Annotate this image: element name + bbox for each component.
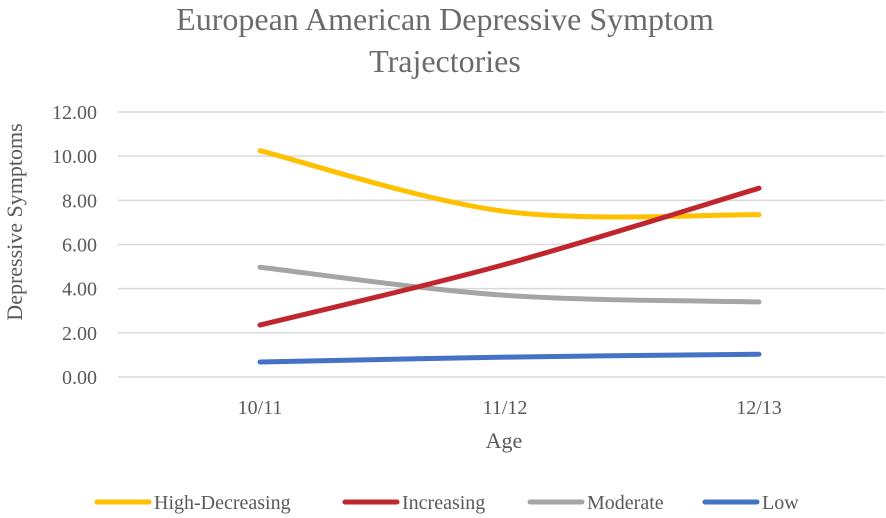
y-tick-label: 6.00 <box>62 235 97 257</box>
gridlines <box>118 111 885 378</box>
y-axis-title: Depressive Symptoms <box>2 123 27 320</box>
series-line-moderate <box>257 264 762 305</box>
legend-label: High-Decreasing <box>154 492 291 514</box>
x-tick-label: 11/12 <box>483 397 528 419</box>
chart-title-line-2: Trajectories <box>369 43 521 79</box>
series-line-high-decreasing <box>257 148 762 220</box>
y-tick-label: 8.00 <box>62 190 97 212</box>
legend-label: Moderate <box>587 492 664 514</box>
legend-label: Low <box>762 492 799 514</box>
chart-title-line-1: European American Depressive Symptom <box>176 1 714 37</box>
y-tick-label: 10.00 <box>52 146 97 168</box>
series-line-low <box>257 351 762 365</box>
y-tick-label: 0.00 <box>62 367 97 389</box>
x-tick-label: 12/13 <box>736 397 782 419</box>
series-lines <box>257 148 762 365</box>
x-tick-label: 10/11 <box>238 397 283 419</box>
x-axis-tick-labels: 10/11 11/12 12/13 <box>238 397 782 419</box>
y-tick-label: 4.00 <box>62 279 97 301</box>
legend-label: Increasing <box>402 492 485 514</box>
x-axis-title: Age <box>486 428 523 453</box>
y-tick-label: 2.00 <box>62 323 97 345</box>
series-line-increasing <box>257 185 762 328</box>
y-axis-tick-labels: 0.00 2.00 4.00 6.00 8.00 10.00 12.00 <box>52 102 97 389</box>
y-tick-label: 12.00 <box>52 102 97 124</box>
legend: High-Decreasing Increasing Moderate Low <box>94 492 799 514</box>
